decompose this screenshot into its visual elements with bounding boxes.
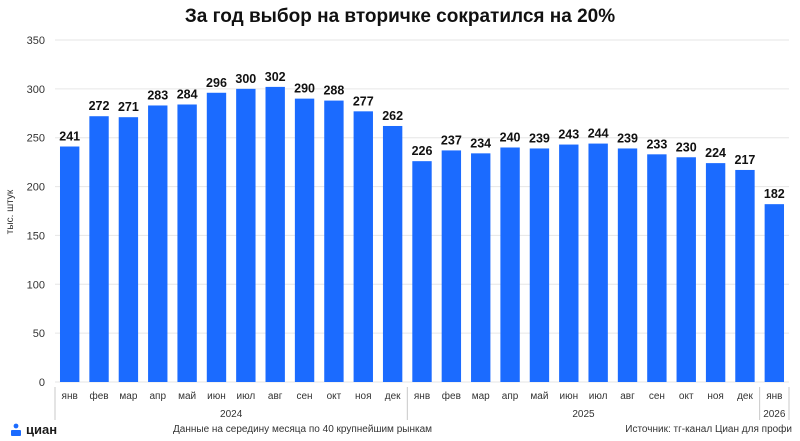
x-tick-label: июл (236, 391, 255, 402)
bar (236, 88, 256, 382)
brand-logo: циан (9, 422, 57, 437)
data-label: 302 (265, 70, 286, 84)
data-label: 262 (382, 109, 403, 123)
y-tick-label: 0 (39, 377, 45, 389)
bar (676, 157, 696, 382)
year-label: 2024 (220, 409, 243, 420)
data-label: 226 (412, 144, 433, 158)
x-tick-label: июн (207, 391, 226, 402)
chart-title: За год выбор на вторичке сократился на 2… (184, 6, 616, 27)
bar (471, 153, 491, 382)
x-tick-label: мар (472, 391, 490, 402)
bar (177, 104, 197, 383)
data-label: 241 (59, 130, 80, 144)
bar (529, 148, 550, 382)
x-tick-label: авг (620, 391, 635, 402)
bar (705, 163, 726, 382)
bar (89, 116, 109, 383)
y-tick-label: 150 (27, 230, 45, 242)
bar (265, 86, 285, 382)
x-tick-label: июл (589, 391, 608, 402)
x-tick-label: сен (297, 391, 313, 402)
x-tick-label: окт (327, 391, 342, 402)
bar (764, 204, 785, 382)
data-label: 237 (441, 133, 462, 147)
data-labels: 241 272 271 283 284 296 300 302 290 288 277 262 226 2… (59, 70, 785, 201)
bar (353, 111, 373, 383)
x-tick-label: май (530, 391, 548, 402)
x-tick-label: ноя (707, 391, 724, 402)
bar (559, 144, 579, 382)
y-tick-label: 50 (33, 328, 45, 340)
data-label: 300 (235, 72, 256, 86)
cian-logo-icon (11, 423, 21, 436)
bar (500, 147, 520, 382)
logo-text: циан (26, 422, 58, 437)
x-tick-label: фев (89, 390, 108, 402)
data-label: 234 (470, 136, 491, 150)
year-label: 2026 (763, 409, 786, 420)
bar (294, 98, 315, 382)
bar (324, 100, 344, 382)
bar (412, 161, 432, 382)
bars (59, 86, 785, 383)
data-label: 277 (353, 94, 374, 108)
y-tick-label: 100 (27, 279, 45, 291)
bar (59, 146, 80, 382)
y-tick-label: 250 (27, 133, 45, 145)
bar (441, 150, 462, 382)
data-label: 239 (617, 131, 638, 145)
source-note: Источник: тг-канал Циан для профи (625, 424, 792, 435)
x-tick-label: окт (679, 391, 694, 402)
y-tick-label: 200 (27, 182, 45, 194)
data-label: 290 (294, 82, 315, 96)
data-label: 217 (735, 153, 756, 167)
x-tick-label: мар (119, 391, 137, 402)
data-label: 296 (206, 76, 227, 90)
data-label: 243 (558, 128, 579, 142)
x-tick-label: фев (442, 390, 461, 402)
data-label: 182 (764, 187, 785, 201)
data-label: 230 (676, 140, 697, 154)
data-label: 272 (89, 99, 110, 113)
year-labels: 2024 2025 2026 (54, 387, 790, 420)
x-tick-label: авг (268, 391, 283, 402)
bar (617, 148, 638, 382)
bar (118, 117, 139, 383)
x-tick-label: дек (385, 391, 401, 402)
data-label: 244 (588, 127, 609, 141)
x-tick-label: сен (649, 391, 665, 402)
y-axis-label: тыс. штук (5, 189, 16, 234)
data-label: 224 (705, 146, 726, 160)
x-tick-label: апр (502, 391, 519, 402)
x-tick-label: апр (149, 391, 166, 402)
y-tick-label: 300 (27, 84, 45, 96)
bar (647, 154, 667, 382)
x-tick-label: ноя (355, 391, 372, 402)
y-axis: 0 50 100 150 200 250 300 350 (27, 35, 45, 389)
footnote: Данные на середину месяца по 40 крупнейш… (173, 424, 433, 435)
data-label: 240 (500, 130, 521, 144)
bar (206, 92, 227, 382)
bar (382, 125, 403, 382)
data-label: 284 (177, 87, 198, 101)
data-label: 271 (118, 100, 139, 114)
data-label: 239 (529, 131, 550, 145)
data-label: 288 (323, 84, 344, 98)
data-label: 233 (646, 137, 667, 151)
bar (588, 143, 608, 382)
x-axis: янв фев мар апр май июн июл авг сен окт ноя дек янв ф… (62, 390, 783, 402)
x-tick-label: дек (737, 391, 753, 402)
y-tick-label: 350 (27, 35, 45, 47)
x-tick-label: июн (559, 391, 578, 402)
year-label: 2025 (572, 409, 595, 420)
bar (735, 169, 755, 382)
x-tick-label: янв (766, 391, 782, 402)
x-tick-label: янв (414, 391, 430, 402)
x-tick-label: май (178, 391, 196, 402)
data-label: 283 (147, 88, 168, 102)
x-tick-label: янв (62, 391, 78, 402)
bar (148, 105, 168, 383)
